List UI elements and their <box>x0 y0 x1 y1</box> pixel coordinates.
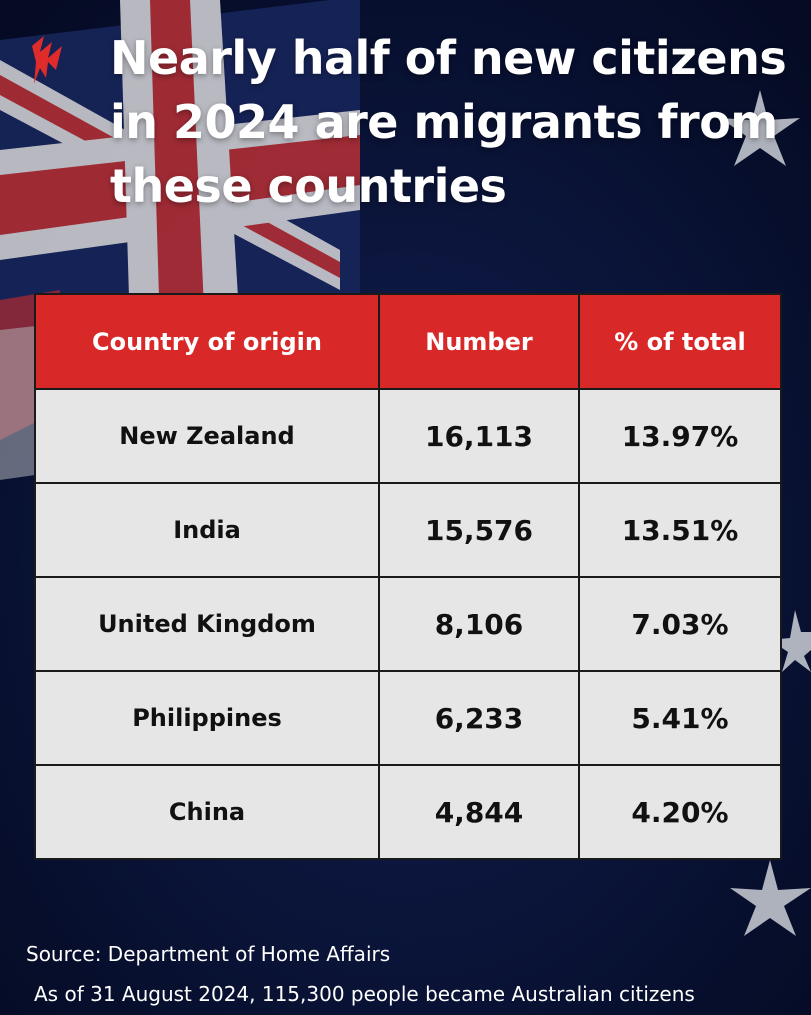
table-row: New Zealand 16,113 13.97% <box>34 388 782 484</box>
percent-cell: 13.51% <box>578 482 782 578</box>
page-title: Nearly half of new citizens in 2024 are … <box>110 31 787 213</box>
country-cell: New Zealand <box>34 388 380 484</box>
table-header-row: Country of origin Number % of total <box>34 293 782 390</box>
table-row: China 4,844 4.20% <box>34 764 782 860</box>
number-cell: 8,106 <box>378 576 580 672</box>
table-row: India 15,576 13.51% <box>34 482 782 578</box>
citizenship-table: Country of origin Number % of total New … <box>34 293 782 860</box>
country-cell: Philippines <box>34 670 380 766</box>
column-header-country: Country of origin <box>34 293 380 390</box>
footnote: As of 31 August 2024, 115,300 people bec… <box>34 982 695 1006</box>
number-cell: 15,576 <box>378 482 580 578</box>
number-cell: 6,233 <box>378 670 580 766</box>
table-row: Philippines 6,233 5.41% <box>34 670 782 766</box>
column-header-percent: % of total <box>578 293 782 390</box>
number-cell: 4,844 <box>378 764 580 860</box>
sbs-logo-icon <box>28 32 72 90</box>
column-header-number: Number <box>378 293 580 390</box>
percent-cell: 7.03% <box>578 576 782 672</box>
country-cell: China <box>34 764 380 860</box>
country-cell: United Kingdom <box>34 576 380 672</box>
percent-cell: 4.20% <box>578 764 782 860</box>
percent-cell: 13.97% <box>578 388 782 484</box>
percent-cell: 5.41% <box>578 670 782 766</box>
table-row: United Kingdom 8,106 7.03% <box>34 576 782 672</box>
country-cell: India <box>34 482 380 578</box>
number-cell: 16,113 <box>378 388 580 484</box>
source-note: Source: Department of Home Affairs <box>26 942 391 966</box>
